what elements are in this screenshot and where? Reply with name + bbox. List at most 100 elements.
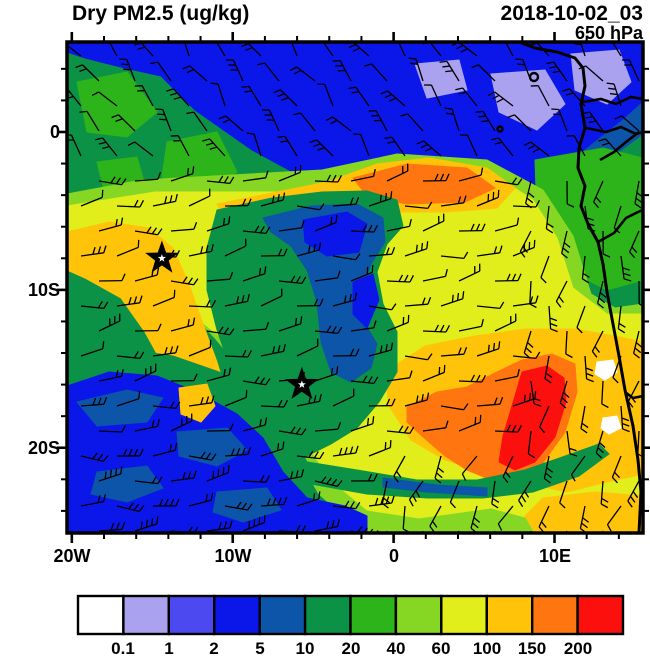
wind-barb-tick [67, 91, 71, 94]
wind-barb-tick [137, 46, 146, 50]
wind-barb-tick [372, 168, 376, 177]
wind-barb-tick [631, 246, 638, 254]
wind-barb-tick [258, 267, 262, 276]
wind-barb-tick [146, 226, 152, 234]
wind-barb [67, 44, 82, 57]
wind-barb [461, 455, 478, 475]
wind-barb [296, 400, 320, 407]
wind-barb-tick [313, 395, 317, 403]
wind-barb-tick [390, 191, 393, 199]
wind-barb [278, 475, 302, 482]
wind-barb-tick [158, 498, 164, 507]
wind-barb-tick [331, 478, 338, 486]
wind-barb [296, 249, 320, 257]
wind-barb-tick [145, 519, 148, 528]
wind-barb [278, 227, 302, 232]
wind-barb-tick [623, 272, 631, 277]
wind-barb [350, 175, 374, 182]
wind-barb [440, 255, 464, 260]
wind-barb [225, 115, 244, 132]
wind-barb [491, 480, 496, 504]
coastline [518, 42, 643, 533]
wind-barb [350, 380, 374, 385]
wind-barb-tick [385, 343, 388, 352]
x-tick-label: 10W [214, 546, 252, 566]
wind-barb-tick [139, 351, 145, 359]
wind-barb-tick [497, 523, 503, 531]
wind-barb-tick [629, 251, 636, 259]
wind-barb-tick [463, 346, 468, 355]
wind-barb [70, 134, 82, 157]
wind-barb-tick [156, 516, 159, 524]
wind-barb-tick [349, 293, 352, 302]
wind-barb [422, 330, 447, 333]
wind-barb [134, 141, 154, 157]
wind-barb-tick [471, 64, 479, 69]
wind-barb-tick [193, 278, 199, 286]
contour-region [594, 359, 618, 381]
wind-barb-tick [546, 222, 554, 228]
wind-barb-tick [272, 346, 276, 354]
wind-barb [430, 84, 442, 107]
wind-barb-tick [511, 273, 517, 281]
wind-barb [627, 480, 640, 502]
wind-barb [434, 455, 442, 479]
wind-barb-tick [326, 174, 332, 182]
wind-barb-tick [349, 348, 355, 356]
wind-barb [458, 421, 481, 432]
wind-barb-tick [546, 61, 554, 65]
wind-barb-tick [164, 346, 168, 355]
wind-barb-tick [313, 243, 316, 252]
wind-barb-tick [300, 316, 303, 324]
wind-barb-tick [373, 320, 377, 328]
wind-barb-tick [634, 347, 642, 354]
island-outline [528, 71, 540, 83]
wind-barb-tick [627, 500, 633, 508]
contour-region [90, 465, 164, 503]
wind-barb-tick [102, 494, 107, 502]
wind-barb-tick [408, 57, 417, 60]
wind-barb-tick [229, 423, 234, 431]
wind-barb-tick [492, 94, 500, 100]
wind-barb-tick [187, 318, 190, 327]
wind-barb [579, 505, 586, 529]
wind-barb [494, 375, 518, 382]
wind-barb-tick [218, 175, 224, 183]
wind-barb [446, 61, 460, 82]
wind-barb-tick [434, 477, 442, 484]
wind-barb [375, 110, 388, 132]
wind-barb-tick [123, 68, 131, 71]
wind-barb [538, 505, 550, 528]
wind-barb-tick [223, 521, 228, 529]
wind-barb [386, 430, 410, 435]
wind-barb-tick [367, 224, 373, 233]
wind-barb-tick [491, 503, 499, 509]
wind-barb-tick [535, 351, 541, 359]
wind-barb [579, 42, 586, 57]
wind-barb-tick [544, 478, 551, 484]
wind-barb-tick [580, 428, 588, 434]
wind-barb-tick [463, 195, 467, 203]
wind-barb-tick [446, 112, 454, 115]
wind-barb-tick [175, 345, 179, 353]
wind-barb-tick [506, 424, 512, 432]
wind-barb-tick [228, 367, 232, 376]
wind-barb [595, 430, 604, 454]
wind-barb-tick [173, 96, 182, 100]
wind-barb-tick [415, 395, 419, 404]
wind-barb-tick [529, 296, 534, 304]
wind-barb-tick [475, 374, 481, 383]
colorbar-tick-label: 60 [431, 639, 451, 658]
wind-barb-tick [546, 228, 554, 234]
wind-barb-tick [391, 495, 395, 504]
wind-barb-tick [597, 447, 604, 454]
wind-barb [570, 455, 586, 475]
wind-barb [368, 446, 391, 457]
wind-barb [553, 61, 568, 82]
wind-barb [116, 355, 140, 360]
wind-barb [527, 430, 532, 454]
wind-barb [242, 273, 266, 282]
wind-barb-tick [295, 524, 301, 533]
wind-barb-tick [439, 324, 445, 333]
wind-barb-tick [439, 60, 448, 63]
